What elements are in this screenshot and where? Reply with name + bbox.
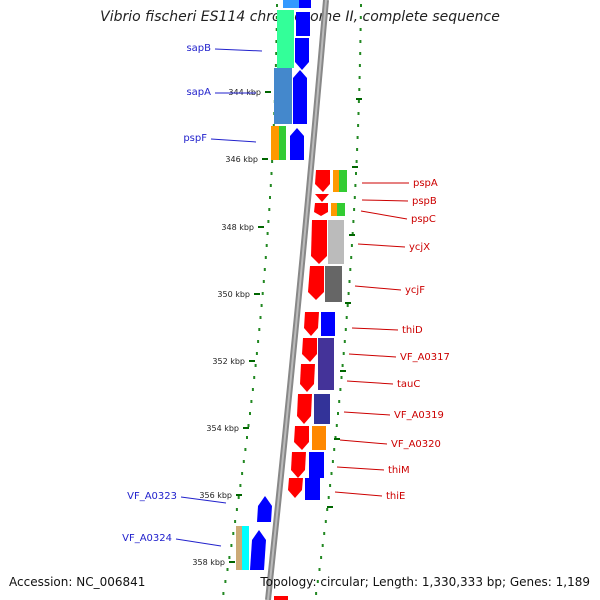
leader-line bbox=[351, 327, 399, 331]
gene-label-thiM: thiM bbox=[388, 465, 410, 476]
gene-label-ycjF: ycjF bbox=[405, 285, 425, 296]
leader-line bbox=[175, 538, 222, 547]
right-gene-labels: pspA pspB pspC ycjX ycjF thiD VF_A0317 tauC VF_A… bbox=[334, 178, 450, 502]
tick-mark bbox=[254, 293, 260, 295]
gene-thiD[interactable] bbox=[304, 312, 335, 336]
leader-line bbox=[180, 496, 227, 504]
gene-label-pspA: pspA bbox=[413, 178, 438, 189]
accession-text: Accession: NC_006841 bbox=[9, 575, 146, 589]
gene-pspC[interactable] bbox=[314, 203, 345, 216]
gene-VF_A0317[interactable] bbox=[302, 338, 334, 390]
leader-line bbox=[348, 353, 397, 358]
gene-VF_A0323[interactable] bbox=[257, 496, 272, 522]
leader-line bbox=[360, 210, 408, 220]
gene-label-sapA: sapA bbox=[186, 87, 211, 98]
gene-label-VF_A0319: VF_A0319 bbox=[394, 410, 444, 421]
tick-label: 352 kbp bbox=[212, 357, 245, 366]
tick-mark bbox=[265, 91, 271, 93]
tick-mark bbox=[356, 98, 362, 100]
leader-line bbox=[334, 491, 383, 497]
tick-label: 348 kbp bbox=[221, 223, 254, 232]
tick-label: 354 kbp bbox=[206, 424, 239, 433]
tick-mark bbox=[327, 506, 333, 508]
tick-mark bbox=[249, 360, 255, 362]
gene-label-pspF: pspF bbox=[183, 133, 207, 144]
gene-label-VF_A0320: VF_A0320 bbox=[391, 439, 441, 450]
gene-label-sapB: sapB bbox=[186, 43, 211, 54]
gene-sapA[interactable] bbox=[274, 68, 307, 124]
forward-strand-genes bbox=[236, 0, 311, 570]
tick-mark bbox=[258, 226, 264, 228]
leader-line bbox=[343, 411, 391, 416]
gene-thiE[interactable] bbox=[288, 478, 320, 500]
tick-mark bbox=[352, 166, 358, 168]
gene-label-tauC: tauC bbox=[397, 379, 420, 390]
guide-arcs bbox=[222, 4, 362, 595]
tick-mark bbox=[229, 561, 235, 563]
tick-label: 346 kbp bbox=[225, 155, 258, 164]
leader-line bbox=[214, 48, 263, 52]
tick-label: 356 kbp bbox=[199, 491, 232, 500]
tick-mark bbox=[345, 302, 351, 304]
tick-mark bbox=[236, 494, 242, 496]
tick-mark bbox=[262, 158, 268, 160]
tick-mark bbox=[334, 438, 340, 440]
gene-label-pspB: pspB bbox=[412, 196, 437, 207]
gene-label-pspC: pspC bbox=[411, 214, 436, 225]
gene-pspA[interactable] bbox=[315, 170, 347, 192]
leader-line bbox=[346, 380, 394, 385]
gene-label-VF_A0324: VF_A0324 bbox=[122, 533, 172, 544]
gene-pspF[interactable] bbox=[271, 126, 304, 160]
gene-pspB[interactable] bbox=[315, 194, 329, 202]
reverse-strand-genes bbox=[274, 170, 347, 600]
gene-VF_A0319[interactable] bbox=[297, 394, 330, 424]
gene-ycjX[interactable] bbox=[311, 220, 344, 264]
left-gene-labels: sapB sapA pspF VF_A0323 VF_A0324 bbox=[122, 43, 263, 547]
gene-tauC[interactable] bbox=[300, 364, 315, 392]
tick-label: 350 kbp bbox=[217, 290, 250, 299]
tick-mark bbox=[243, 427, 249, 429]
summary-text: Topology: circular; Length: 1,330,333 bp… bbox=[260, 575, 590, 589]
leader-line bbox=[210, 138, 257, 143]
gene-sapB[interactable] bbox=[277, 10, 310, 70]
gene-VF_A0324[interactable] bbox=[236, 526, 266, 570]
leader-line bbox=[361, 199, 409, 202]
leader-line bbox=[336, 466, 385, 471]
gene-ycjF[interactable] bbox=[308, 266, 342, 302]
gene-label-ycjX: ycjX bbox=[409, 242, 430, 253]
leader-line bbox=[339, 439, 388, 445]
gene-label-thiD: thiD bbox=[402, 325, 423, 336]
gene-label-VF_A0323: VF_A0323 bbox=[127, 491, 177, 502]
gene-thiM[interactable] bbox=[291, 452, 324, 478]
gene-label-thiE: thiE bbox=[386, 491, 405, 502]
tick-mark bbox=[340, 370, 346, 372]
tick-label: 358 kbp bbox=[192, 558, 225, 567]
gene-label-VF_A0317: VF_A0317 bbox=[400, 352, 450, 363]
tick-mark bbox=[349, 234, 355, 236]
leader-line bbox=[357, 243, 406, 248]
leader-line bbox=[354, 285, 402, 291]
gene-VF_A0320[interactable] bbox=[294, 426, 326, 450]
